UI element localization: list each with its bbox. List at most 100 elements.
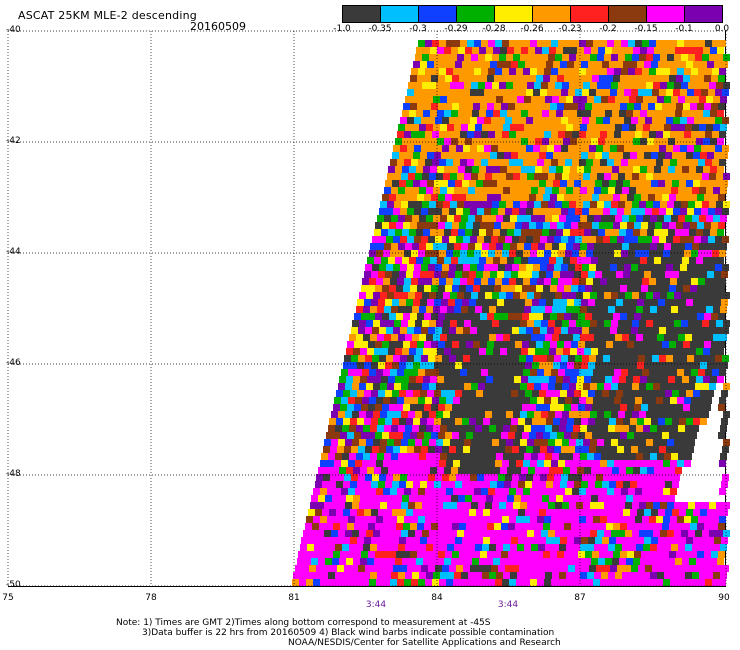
- swath-pixel: [587, 187, 594, 194]
- swath-pixel: [531, 306, 538, 313]
- swath-pixel: [641, 341, 648, 348]
- swath-pixel: [633, 348, 640, 355]
- swath-pixel: [705, 278, 712, 285]
- swath-pixel: [411, 250, 418, 257]
- swath-pixel: [672, 537, 679, 544]
- swath-pixel: [519, 236, 526, 243]
- swath-pixel: [403, 551, 410, 558]
- swath-pixel: [616, 418, 623, 425]
- swath-pixel: [527, 173, 534, 180]
- swath-pixel: [401, 292, 408, 299]
- swath-pixel: [632, 82, 639, 89]
- swath-pixel: [332, 558, 339, 565]
- swath-pixel: [411, 278, 418, 285]
- swath-pixel: [660, 82, 667, 89]
- swath-pixel: [536, 341, 543, 348]
- swath-pixel: [540, 264, 547, 271]
- swath-pixel: [586, 68, 593, 75]
- swath-pixel: [681, 411, 688, 418]
- swath-pixel: [658, 180, 665, 187]
- swath-pixel: [349, 334, 356, 341]
- swath-pixel: [592, 222, 599, 229]
- swath-pixel: [670, 131, 677, 138]
- swath-pixel: [379, 327, 386, 334]
- swath-pixel: [719, 68, 726, 75]
- swath-pixel: [671, 453, 678, 460]
- swath-pixel: [460, 488, 467, 495]
- swath-pixel: [616, 299, 623, 306]
- swath-pixel: [540, 446, 547, 453]
- swath-pixel: [454, 425, 461, 432]
- swath-pixel: [510, 243, 517, 250]
- swath-pixel: [679, 509, 686, 516]
- swath-pixel: [571, 523, 578, 530]
- swath-pixel: [686, 180, 693, 187]
- swath-pixel: [628, 159, 635, 166]
- swath-pixel: [424, 103, 431, 110]
- swath-pixel: [680, 264, 687, 271]
- swath-pixel: [443, 439, 450, 446]
- swath-pixel: [428, 327, 435, 334]
- swath-pixel: [567, 362, 574, 369]
- swath-pixel: [575, 208, 582, 215]
- swath-pixel: [723, 82, 730, 89]
- swath-pixel: [333, 551, 340, 558]
- swath-pixel: [402, 110, 409, 117]
- swath-pixel: [447, 187, 454, 194]
- swath-pixel: [505, 89, 512, 96]
- swath-pixel: [688, 292, 695, 299]
- swath-pixel: [587, 572, 594, 579]
- swath-pixel: [475, 187, 482, 194]
- swath-pixel: [420, 152, 427, 159]
- swath-pixel: [490, 61, 497, 68]
- swath-pixel: [411, 131, 418, 138]
- swath-pixel: [536, 404, 543, 411]
- swath-pixel: [417, 222, 424, 229]
- swath-pixel: [360, 558, 367, 565]
- swath-pixel: [397, 460, 404, 467]
- swath-pixel: [514, 495, 521, 502]
- swath-pixel: [587, 306, 594, 313]
- swath-pixel: [600, 460, 607, 467]
- swath-pixel: [592, 103, 599, 110]
- swath-pixel: [548, 383, 555, 390]
- swath-pixel: [426, 544, 433, 551]
- swath-pixel: [545, 124, 552, 131]
- swath-pixel: [465, 47, 472, 54]
- swath-pixel: [391, 243, 398, 250]
- swath-pixel: [576, 201, 583, 208]
- swath-pixel: [559, 96, 566, 103]
- swath-pixel: [411, 68, 418, 75]
- swath-pixel: [447, 334, 454, 341]
- swath-pixel: [368, 551, 375, 558]
- swath-pixel: [709, 530, 716, 537]
- swath-pixel: [388, 376, 395, 383]
- swath-pixel: [657, 334, 664, 341]
- swath-pixel: [631, 117, 638, 124]
- swath-pixel: [582, 145, 589, 152]
- swath-pixel: [382, 285, 389, 292]
- swath-pixel: [498, 89, 505, 96]
- swath-pixel: [599, 551, 606, 558]
- swath-pixel: [593, 369, 600, 376]
- swath-pixel: [640, 495, 647, 502]
- swath-pixel: [522, 551, 529, 558]
- swath-pixel: [570, 495, 577, 502]
- swath-pixel: [534, 320, 541, 327]
- swath-pixel: [677, 278, 684, 285]
- swath-pixel: [398, 572, 405, 579]
- swath-pixel: [585, 222, 592, 229]
- swath-pixel: [603, 264, 610, 271]
- swath-pixel: [695, 292, 702, 299]
- swath-pixel: [541, 54, 548, 61]
- swath-pixel: [605, 495, 612, 502]
- swath-pixel: [459, 551, 466, 558]
- swath-pixel: [469, 61, 476, 68]
- swath-pixel: [657, 425, 664, 432]
- swath-pixel: [584, 138, 591, 145]
- swath-pixel: [604, 292, 611, 299]
- swath-pixel: [668, 257, 675, 264]
- swath-pixel: [693, 299, 700, 306]
- swath-pixel: [528, 138, 535, 145]
- swath-pixel: [627, 404, 634, 411]
